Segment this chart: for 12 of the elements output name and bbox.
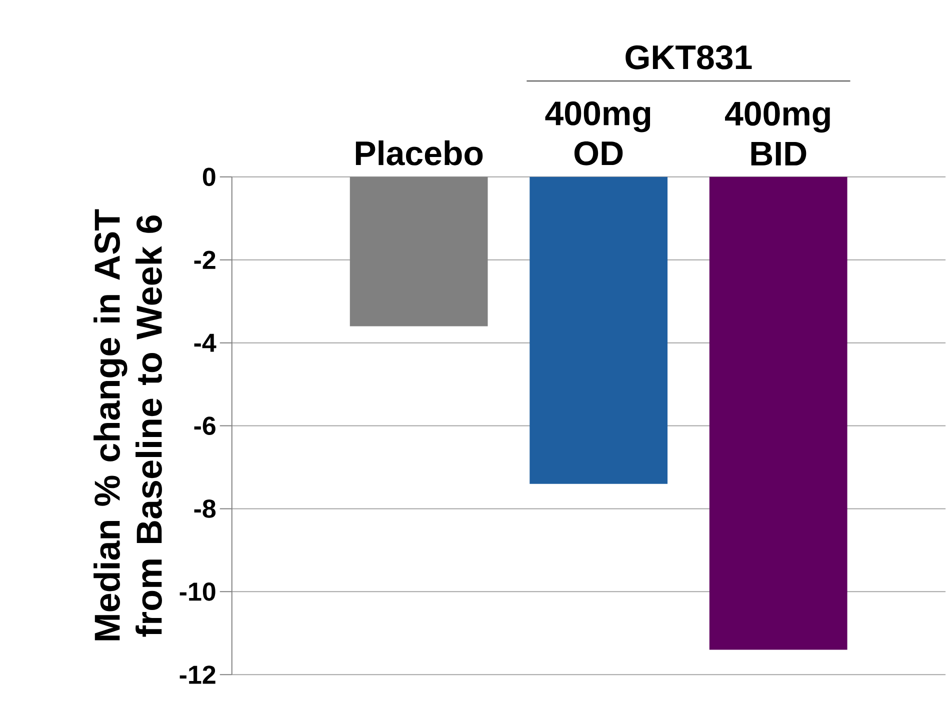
y-tick-label: 0 bbox=[202, 168, 216, 186]
x-tick-label: 400mg OD bbox=[545, 102, 650, 166]
y-tick-label: -8 bbox=[194, 500, 216, 518]
x-tick-label: 400mg BID bbox=[725, 102, 830, 166]
y-tick-label: -2 bbox=[194, 250, 216, 270]
y-tick-label: -4 bbox=[194, 334, 216, 352]
y-tick-label: -6 bbox=[194, 416, 216, 436]
y-axis-title: Median % change in AST from Baseline to Week 6 bbox=[94, 209, 162, 640]
y-tick-label: -12 bbox=[180, 666, 216, 684]
x-tick-label: Placebo bbox=[356, 140, 483, 166]
y-tick-label: -10 bbox=[180, 582, 216, 602]
text: GKT831 bbox=[626, 46, 752, 70]
